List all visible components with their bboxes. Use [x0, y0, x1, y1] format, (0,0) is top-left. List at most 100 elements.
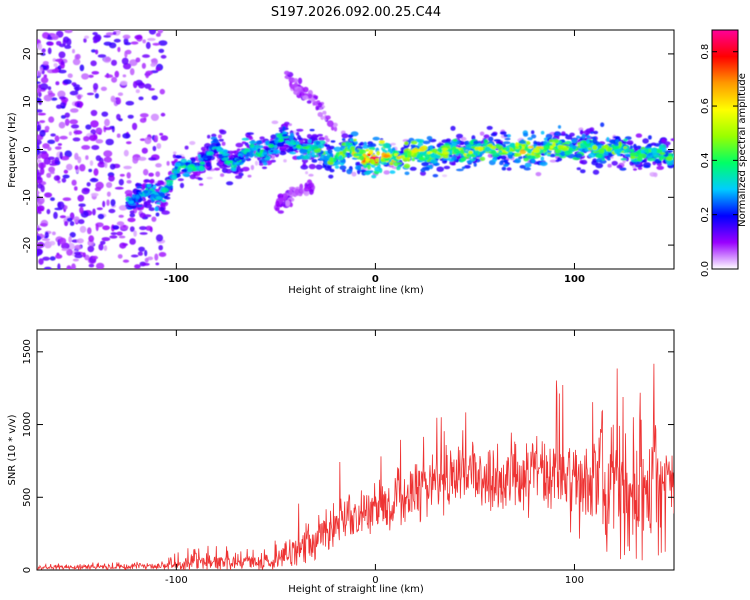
- spectrogram-speckle: [152, 145, 157, 152]
- spectrogram-speckle: [273, 149, 281, 155]
- spectrogram-speckle: [633, 143, 637, 149]
- spectrogram-speckle: [294, 188, 300, 196]
- spectrogram-speckle: [179, 182, 185, 189]
- spectrogram-speckle: [309, 128, 315, 132]
- spectrogram-speckle: [144, 249, 148, 257]
- spectrogram-speckle: [302, 162, 307, 168]
- spectrogram-speckle: [182, 172, 190, 177]
- spectrogram-speckle: [614, 149, 621, 155]
- spectrogram-speckle: [74, 152, 79, 160]
- spectrogram-speckle: [91, 71, 100, 75]
- spectrogram-speckle: [342, 149, 347, 155]
- spectrogram-speckle: [649, 172, 653, 176]
- spectrogram-speckle: [460, 157, 467, 162]
- spectrogram-speckle: [144, 137, 152, 145]
- spectrogram-speckle: [69, 221, 75, 226]
- spectrogram-speckle: [588, 152, 596, 158]
- spectrogram-speckle: [550, 145, 554, 149]
- spectrogram-speckle: [607, 163, 612, 168]
- spectrogram-speckle: [131, 194, 136, 199]
- spectrogram-speckle: [367, 144, 374, 148]
- spectrogram-speckle: [207, 134, 211, 139]
- spectrogram-speckle: [139, 232, 148, 235]
- spectrogram-speckle: [113, 38, 121, 43]
- spectrogram-speckle: [363, 141, 368, 146]
- spectrogram-speckle: [589, 127, 595, 132]
- spectrogram-speckle: [451, 155, 457, 160]
- spectrogram-speckle: [527, 145, 534, 149]
- spectrogram-speckle: [540, 130, 545, 135]
- spectrogram-speckle: [160, 54, 167, 59]
- spectrogram-speckle: [116, 231, 123, 236]
- spectrogram-speckle: [84, 35, 90, 39]
- spectrogram-speckle: [174, 165, 179, 170]
- spectrogram-speckle: [101, 237, 111, 242]
- spectrogram-speckle: [514, 158, 521, 164]
- spectrogram-speckle: [154, 253, 159, 261]
- spectrogram-speckle: [647, 153, 651, 157]
- spectrogram-speckle: [173, 151, 177, 155]
- spectrogram-speckle: [108, 208, 116, 214]
- spectrogram-speckle: [104, 57, 112, 62]
- spectrogram-speckle: [37, 162, 47, 169]
- spectrogram-speckle: [473, 162, 477, 167]
- spectrogram-speckle: [106, 191, 111, 197]
- spectrogram-speckle: [72, 137, 81, 142]
- spectrogram-speckle: [509, 142, 516, 148]
- spectrogram-speckle: [580, 130, 584, 135]
- spectrogram-speckle: [418, 156, 427, 161]
- spectrogram-speckle: [88, 263, 95, 268]
- colorbar-tick-label: 0.8: [700, 44, 711, 60]
- spectrogram-speckle: [126, 141, 132, 145]
- spectrogram-speckle: [382, 142, 390, 149]
- spectrogram-speckle: [109, 42, 117, 49]
- spectrogram-speckle: [58, 121, 66, 129]
- spectrogram-speckle: [58, 69, 67, 74]
- spectrogram-speckle: [135, 183, 142, 187]
- spectrogram-speckle: [104, 161, 108, 169]
- spectrogram-speckle: [403, 163, 411, 169]
- spectrogram-speckle: [166, 161, 170, 166]
- spectrogram-speckle: [644, 148, 649, 153]
- spectrogram-speckle: [53, 63, 58, 68]
- spectrogram-speckle: [416, 153, 421, 159]
- spectrogram-speckle: [500, 131, 507, 135]
- spectrogram-speckle: [106, 199, 110, 206]
- spectrogram-speckle: [275, 200, 280, 208]
- spectrogram-speckle: [219, 151, 224, 155]
- spectrogram-speckle: [117, 46, 121, 53]
- spectrogram-speckle: [104, 118, 110, 127]
- spectrogram-speckle: [523, 167, 531, 171]
- spectrogram-speckle: [155, 171, 161, 178]
- spectrogram-speckle: [61, 177, 67, 183]
- spectrogram-speckle: [283, 159, 287, 163]
- spectrogram-speckle: [481, 150, 486, 154]
- spectrogram-speckle: [160, 135, 169, 141]
- y-tick-label: -20: [22, 237, 33, 253]
- spectrogram-speckle: [456, 133, 463, 139]
- spectrogram-speckle: [514, 152, 522, 157]
- spectrogram-speckle: [166, 180, 174, 187]
- spectrogram-speckle: [85, 124, 92, 130]
- spectrogram-speckle: [659, 152, 666, 155]
- spectrogram-speckle: [263, 152, 268, 155]
- spectrogram-speckle: [48, 166, 55, 173]
- spectrogram-speckle: [339, 165, 347, 170]
- spectrogram-speckle: [650, 142, 657, 146]
- spectrogram-speckle: [155, 32, 161, 37]
- spectrogram-speckle: [37, 112, 46, 116]
- spectrogram-speckle: [329, 152, 334, 157]
- spectrogram-speckle: [258, 162, 264, 166]
- spectrogram-speckle: [220, 173, 225, 177]
- spectrogram-speckle: [396, 155, 402, 160]
- spectrogram-speckle: [307, 93, 313, 99]
- spectrogram-speckle: [158, 206, 165, 212]
- spectrogram-speckle: [592, 138, 598, 145]
- spectrogram-speckle: [290, 139, 295, 145]
- spectrogram-speckle: [50, 97, 58, 101]
- spectrogram-speckle: [504, 137, 511, 141]
- spectrogram-speckle: [158, 48, 165, 54]
- spectrogram-speckle: [579, 144, 587, 149]
